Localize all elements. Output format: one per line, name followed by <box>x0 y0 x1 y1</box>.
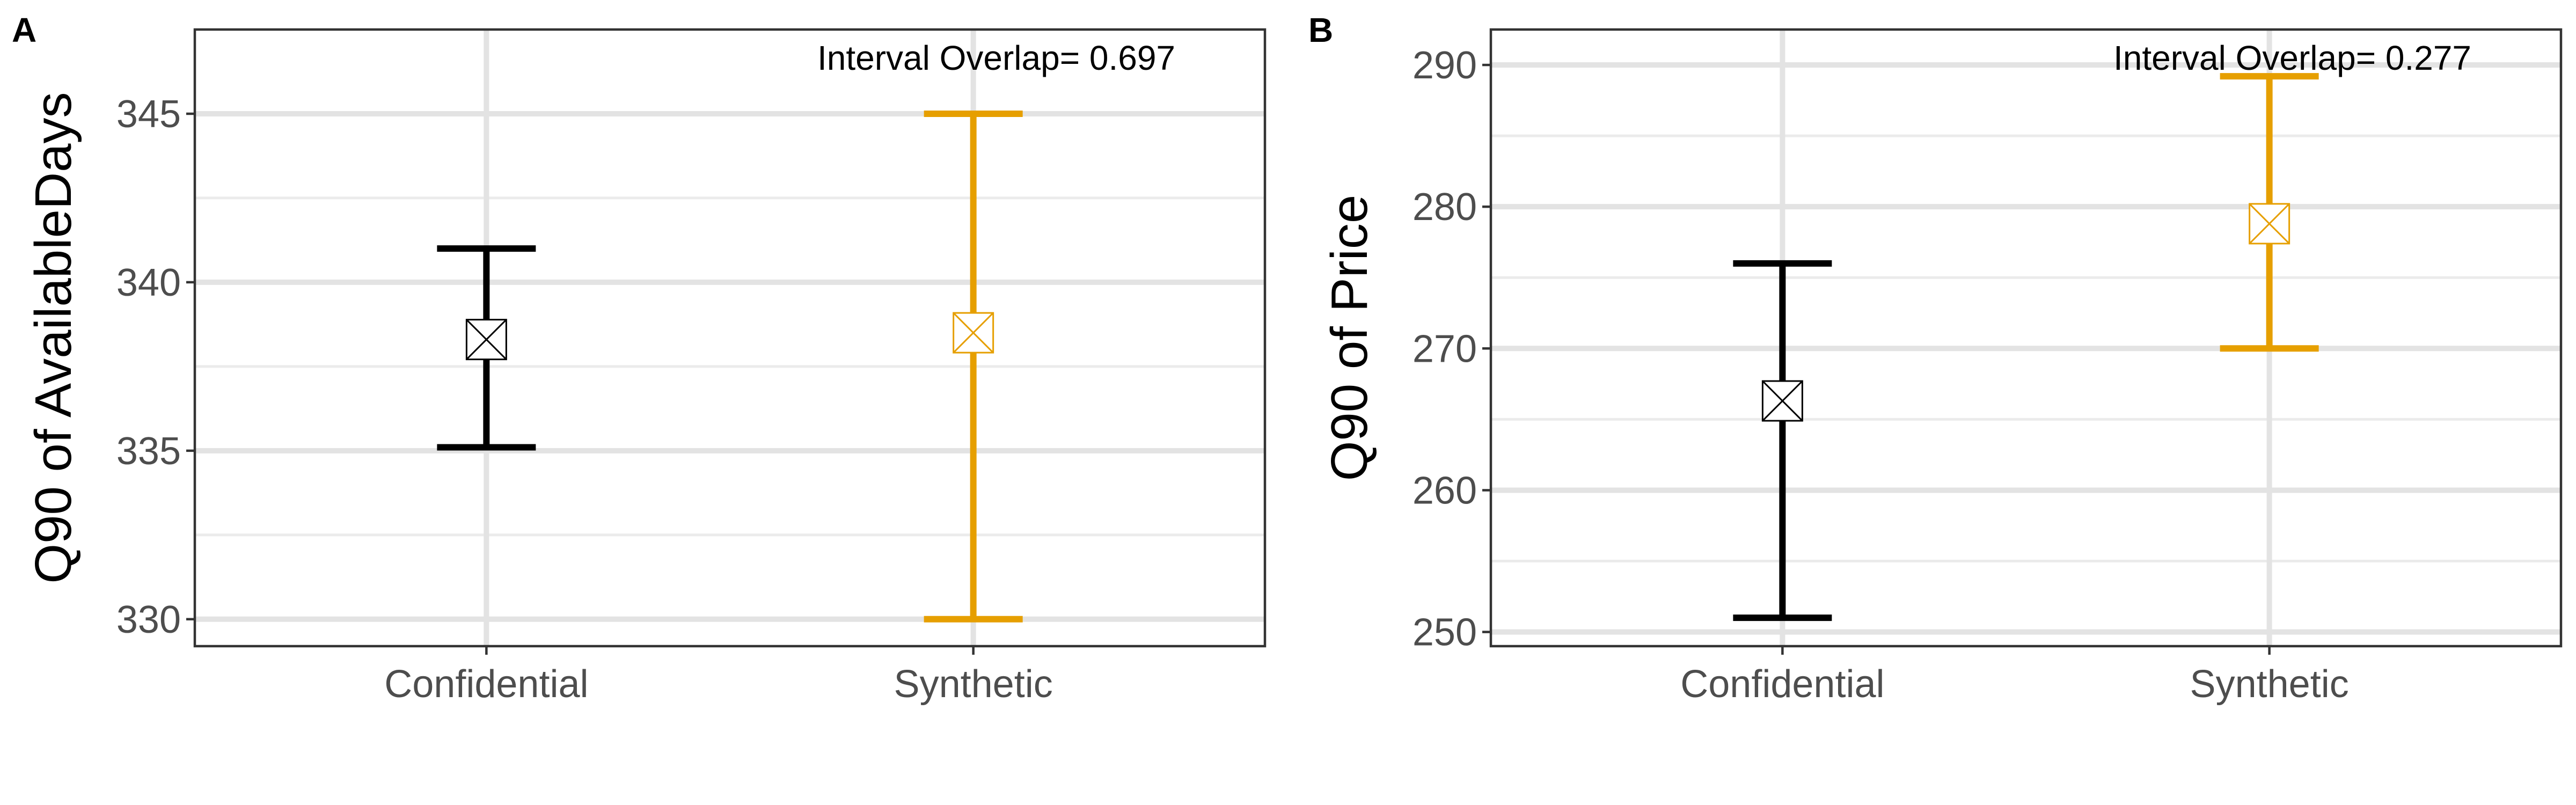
panel-b-x-tick-label-confidential: Confidential <box>1680 663 1884 706</box>
panel-a-border <box>193 28 1267 648</box>
panel-b-y-tick-label: 280 <box>1413 186 1477 229</box>
panel-b-marks <box>1733 73 2319 621</box>
panel-a-marks <box>437 110 1023 623</box>
panel-a-y-tick-label: 340 <box>116 261 181 304</box>
panel-a-errorbar-synthetic <box>924 110 1023 623</box>
panel-a: A 330 335 340 345 Confidential Synthetic Q90 … <box>12 11 1267 706</box>
panel-a-tag: A <box>12 11 36 49</box>
panel-b-point-cross-b-confidential <box>1762 380 1803 422</box>
panel-a-y-tick-label: 345 <box>116 93 181 136</box>
panel-b-y-tick-label: 290 <box>1413 44 1477 87</box>
panel-b-y-tick-label: 250 <box>1413 611 1477 654</box>
panel-a-y-tick-label: 330 <box>116 598 181 641</box>
panel-b-point-estimate-synthetic <box>2249 203 2290 245</box>
panel-b-errorbar-confidential <box>1733 260 1832 621</box>
panel-b-border <box>1489 28 2563 648</box>
panel-a-point-estimate-synthetic <box>953 312 994 354</box>
panel-b-y-tick-label: 270 <box>1413 327 1477 370</box>
panel-b-tag: B <box>1308 11 1333 49</box>
panel-b-axes: 250 260 270 280 290 Confidential Synthetic <box>1413 44 2349 706</box>
panel-a-point-cross-b-synthetic <box>953 312 994 354</box>
panel-a-axes: 330 335 340 345 Confidential Synthetic <box>116 93 1053 706</box>
panel-a-y-tick-label: 335 <box>116 430 181 473</box>
panel-b-x-tick-label-synthetic: Synthetic <box>2190 663 2349 706</box>
panel-b: B 250 260 270 280 290 Confidential Synthetic Q… <box>1308 11 2563 706</box>
panel-a-y-axis-label: Q90 of AvailableDays <box>25 92 82 583</box>
panel-a-interval-overlap: Interval Overlap= 0.697 <box>817 39 1175 77</box>
panel-a-x-tick-label-synthetic: Synthetic <box>894 663 1053 706</box>
panel-a-point-estimate-confidential <box>465 319 507 361</box>
panel-a-x-tick-label-confidential: Confidential <box>384 663 588 706</box>
panel-b-y-tick-label: 260 <box>1413 469 1477 512</box>
panel-a-point-cross-b-confidential <box>466 319 507 360</box>
panel-b-point-cross-b-synthetic <box>2249 203 2290 244</box>
panel-b-interval-overlap: Interval Overlap= 0.277 <box>2113 39 2471 77</box>
panel-b-point-estimate-confidential <box>1761 380 1803 422</box>
panel-b-y-axis-label: Q90 of Price <box>1321 195 1378 481</box>
